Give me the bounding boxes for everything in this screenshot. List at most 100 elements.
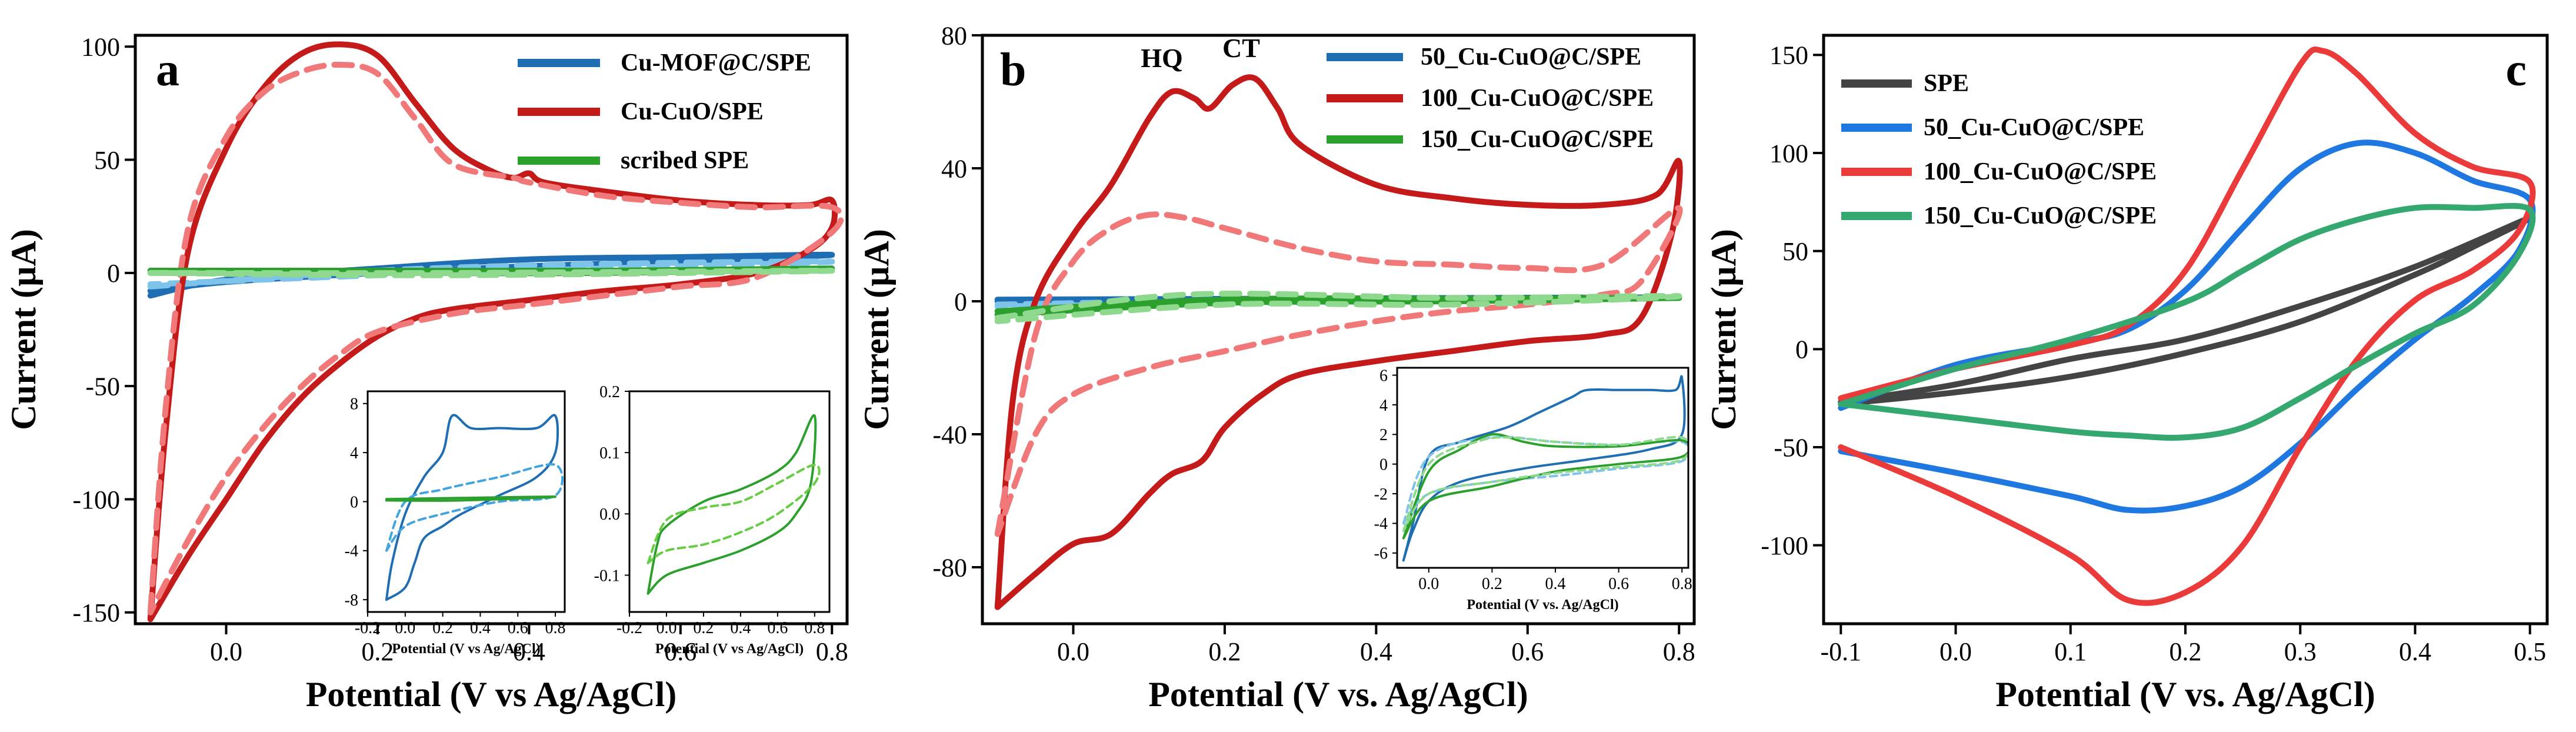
legend-label: 150_Cu-CuO@C/SPE [1924,202,2157,229]
series-line-100-cu-cuo-c-spe [994,74,1683,610]
x-tick-label: 0.2 [1482,575,1502,593]
y-tick-label: 50 [94,146,120,175]
y-tick-label: -100 [1761,531,1808,560]
x-tick-label: 0.0 [1057,637,1089,666]
series-group [994,74,1683,610]
x-tick-label: 0.2 [432,619,453,637]
legend: 50_Cu-CuO@C/SPE 100_Cu-CuO@C/SPE 150_Cu-Cu… [1327,44,1654,153]
x-tick-label: 0.0 [395,619,415,637]
x-tick-label: 0.8 [545,619,566,637]
series-line-150-cu-cuo-c-spe [1402,433,1688,540]
legend-label: Cu-CuO/SPE [621,98,764,125]
y-tick-label: 100 [1769,139,1808,168]
x-tick-label: 0.0 [1418,575,1439,593]
plot-background [629,391,829,612]
y-tick-label: 8 [350,395,358,414]
plot-panel-c: -0.1 0.0 0.1 0.2 0.3 0.4 0.5 150 100 50 0 -50 -100 Po… [1704,34,2549,714]
legend-label: scribed SPE [621,147,749,174]
plot-frame [1396,367,1689,569]
legend-label: 100_Cu-CuO@C/SPE [1421,85,1654,112]
x-axis-label: Potential (V vs Ag/AgCl) [306,675,677,714]
inset-x-axis-label: Potential (V vs Ag/AgCl) [655,641,804,657]
y-axis-label: Current (µA) [4,229,43,430]
legend-label: 150_Cu-CuO@C/SPE [1421,126,1654,153]
y-tick-label: 50 [1782,237,1808,266]
panel-label: a [156,44,179,96]
y-tick-label: -0.1 [594,567,620,585]
plot-frame [981,34,1696,625]
x-tick-label: 0.4 [2399,637,2431,666]
x-axis-label: Potential (V vs. Ag/AgCl) [1995,675,2375,714]
legend: Cu-MOF@C/SPE Cu-CuO/SPE scribed SPE [518,49,811,174]
x-tick-label: 0.8 [804,619,825,637]
x-tick-label: 0.1 [2054,637,2087,666]
y-tick-label: 80 [941,21,967,50]
plot-background [1397,368,1688,568]
x-tick-label: -0.1 [1820,637,1861,666]
series-line-150-cu-cuo-c-spe-2nd-scan- [1402,435,1688,532]
panel-label: b [1000,44,1027,96]
inset-x-axis-label: Potential (V vs Ag/AgCl) [392,641,540,657]
series-line-scribed-spe-2nd-scan- [147,267,835,278]
series-group [1838,46,2536,606]
x-tick-label: 0.6 [664,637,697,666]
y-tick-label: -6 [1374,545,1388,563]
y-tick-label: 0 [1795,335,1808,364]
inset-plot: -0.2 0.0 0.2 0.4 0.6 0.8 0.2 0.1 0.0 -0.1 Potentia… [594,383,831,657]
y-tick-label: 0 [1379,456,1388,474]
x-tick-label: 0.2 [693,619,714,637]
x-tick-label: 0.6 [508,619,528,637]
y-tick-label: 0.1 [599,444,620,463]
x-tick-label: -0.2 [616,619,642,637]
series-line-100-cu-cuo-c-spe [1838,46,2536,606]
peak-annotation: CT [1222,33,1260,63]
series-line-scribed-spe [647,414,817,595]
panel-label: c [2505,44,2527,96]
legend: SPE 50_Cu-CuO@C/SPE 100_Cu-CuO@C/SPE 150_Cu… [1841,70,2157,229]
y-tick-label: 2 [1379,426,1388,444]
y-tick-label: -40 [932,420,967,449]
y-tick-label: -4 [1374,515,1388,533]
x-tick-label: 0.2 [2170,637,2202,666]
series-group [385,414,564,601]
x-tick-label: 0.8 [816,637,848,666]
y-tick-label: -150 [72,598,120,627]
peak-annotation: HQ [1141,43,1183,73]
x-tick-label: 0.4 [470,619,491,637]
x-tick-label: 0.8 [1672,575,1692,593]
y-tick-label: 40 [941,154,967,183]
x-axis-label: Potential (V vs. Ag/AgCl) [1148,675,1528,714]
x-tick-label: 0.5 [2514,637,2546,666]
x-tick-label: 0.0 [1940,637,1972,666]
y-tick-label: -100 [72,485,120,514]
x-tick-label: 0.3 [2284,637,2317,666]
y-tick-label: 4 [1379,397,1388,415]
y-tick-label: 0 [107,259,120,288]
x-tick-label: 0.6 [1511,637,1544,666]
y-tick-label: -80 [932,553,967,582]
x-tick-label: 0.4 [513,637,545,666]
y-tick-label: -2 [1374,485,1388,504]
y-tick-label: 100 [81,33,120,62]
y-tick-label: 0 [350,493,358,511]
plot-frame [134,34,849,625]
y-tick-label: 0.2 [599,383,620,401]
y-axis-label: Current (µA) [1704,229,1743,430]
series-line-cu-mof-c-spe [385,414,559,601]
y-tick-label: 0 [954,287,967,316]
x-tick-label: 0.2 [361,637,394,666]
series-line-150-cu-cuo-c-spe [1838,202,2536,441]
inset-x-axis-label: Potential (V vs. Ag/AgCl) [1467,597,1618,613]
series-line-cu-cuo-spe-2nd-scan- [147,61,845,615]
legend-label: 100_Cu-CuO@C/SPE [1924,158,2157,185]
plot-frame [628,390,831,613]
y-tick-label: 4 [350,444,358,463]
x-tick-label: -0.2 [355,619,381,637]
series-group [1402,375,1688,562]
legend-label: Cu-MOF@C/SPE [621,49,811,76]
series-line-scribed-spe-2nd-scan- [647,464,821,564]
series-group [147,41,845,623]
y-tick-label: -50 [1774,433,1808,462]
x-tick-label: 0.4 [1360,637,1392,666]
